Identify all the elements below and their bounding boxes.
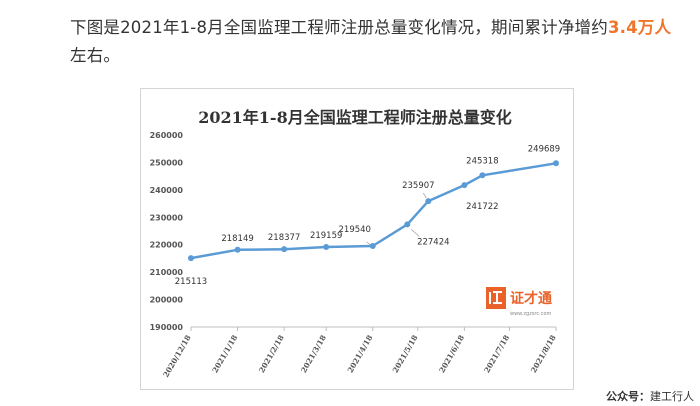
chart-series [188,160,559,262]
data-point [425,198,432,205]
footer-credit: 公众号：建工行人 [606,388,694,404]
article-paragraph: 下图是2021年1-8月全国监理工程师注册总量变化情况，期间累计净增约3.4万人… [70,14,680,70]
x-tick-label: 2021/8/18 [529,334,558,375]
data-point [461,182,468,189]
chart-title: 2021年1-8月全国监理工程师注册总量变化 [198,108,511,127]
data-label: 218377 [268,233,300,243]
series-line [190,162,557,260]
x-tick-label: 2021/4/18 [346,334,375,375]
article-highlight: 3.4万人 [607,18,672,37]
y-tick-label: 220000 [150,241,184,250]
brand-logo-mark [489,291,502,304]
article-text-before: 下图是2021年1-8月全国监理工程师注册总量变化情况，期间累计净增约 [70,18,608,37]
footer-label: 公众号： [606,390,650,403]
data-point [323,244,330,251]
footer-account: 建工行人 [650,390,694,403]
watermark-logo: 证才通 www.zgzsrc.com [486,287,552,317]
data-label: 227424 [417,237,449,247]
y-tick-label: 230000 [150,213,184,222]
y-tick-label: 240000 [150,186,184,195]
data-point [404,221,411,228]
x-tick-label: 2021/7/18 [482,334,511,375]
article-text-after: 左右。 [70,46,121,65]
brand-name: 证才通 [510,290,552,307]
data-point [553,160,559,167]
data-label: 245318 [466,156,498,166]
y-tick-label: 200000 [150,296,184,305]
data-point [479,172,486,179]
x-tick-label: 2020/12/18 [161,334,192,379]
data-point [234,246,241,253]
data-point [281,246,288,253]
x-tick-label: 2021/1/18 [210,334,239,375]
brand-url: www.zgzsrc.com [510,311,552,317]
line-chart: 2021年1-8月全国监理工程师注册总量变化 190000 200000 21000… [140,88,574,390]
chart-canvas: 2021年1-8月全国监理工程师注册总量变化 190000 200000 21000… [150,108,561,379]
y-tick-label: 210000 [150,268,184,277]
data-label-leader [366,241,371,246]
data-label: 218149 [221,234,253,244]
y-tick-label: 250000 [150,158,184,167]
data-label-leader [411,229,420,237]
x-tick-label: 2021/5/18 [391,334,420,375]
data-label: 219540 [339,225,371,235]
data-label: 219159 [310,231,342,241]
x-tick-label: 2021/3/18 [299,334,328,375]
data-label-leader [423,192,427,199]
x-tick-label: 2021/2/18 [257,334,286,375]
data-label: 215113 [175,277,207,287]
y-tick-label: 190000 [150,323,184,332]
data-point [188,255,194,262]
data-point [369,242,376,249]
data-label: 241722 [466,202,498,212]
y-tick-label: 260000 [150,131,184,140]
data-label: 235907 [402,181,434,191]
x-tick-label: 2021/6/18 [437,334,466,375]
data-label: 249689 [528,144,560,154]
